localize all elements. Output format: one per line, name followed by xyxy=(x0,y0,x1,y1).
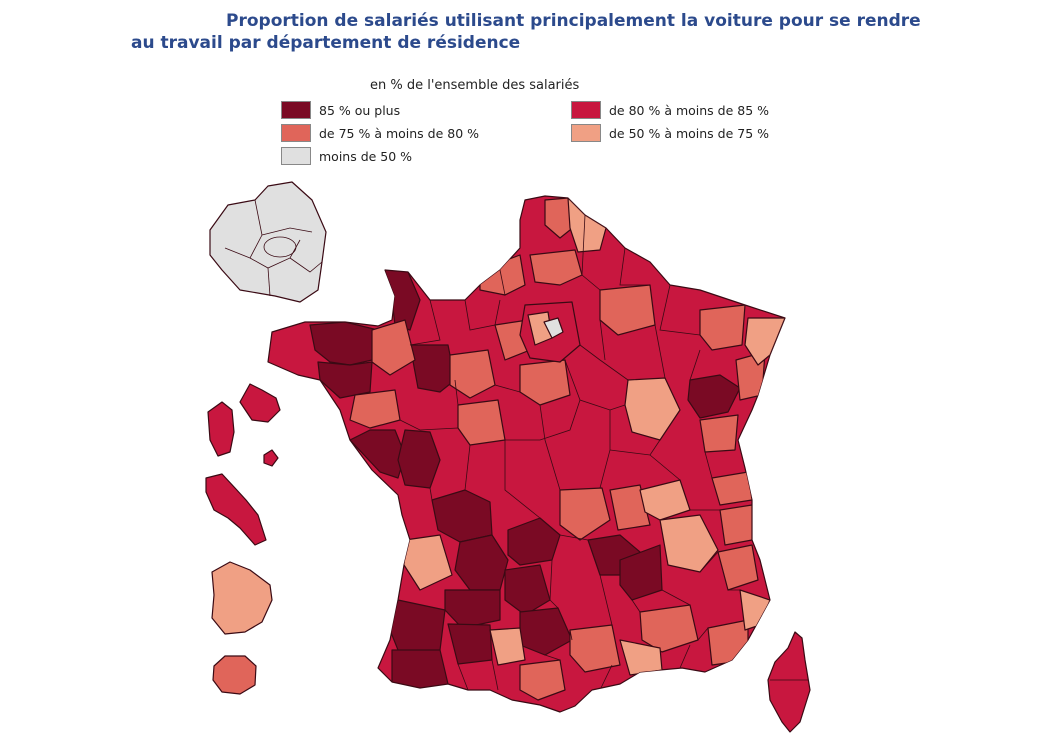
guyane xyxy=(211,561,273,635)
map-title-line-1: Proportion de salariés utilisant princip… xyxy=(226,11,921,31)
legend-label: de 80 % à moins de 85 % xyxy=(609,102,770,118)
legend-swatch xyxy=(571,101,601,119)
legend-label: moins de 50 % xyxy=(319,148,413,164)
legend-label: de 75 % à moins de 80 % xyxy=(319,125,480,141)
legend-swatch xyxy=(281,147,311,165)
corse xyxy=(767,631,811,733)
paris-inset xyxy=(209,181,327,303)
guadeloupe xyxy=(207,383,281,467)
legend-swatch xyxy=(281,101,311,119)
legend-item-80-85: de 80 % à moins de 85 % xyxy=(571,101,769,119)
legend-item-50-75: de 50 % à moins de 75 % xyxy=(571,124,769,142)
martinique xyxy=(205,473,267,546)
map-title-line-2: au travail par département de résidence xyxy=(131,33,521,53)
legend-subtitle: en % de l'ensemble des salariés xyxy=(370,78,580,93)
legend-item-75-80: de 75 % à moins de 80 % xyxy=(281,124,479,142)
legend-item-85-plus: 85 % ou plus xyxy=(281,101,400,119)
department-borders xyxy=(399,214,740,691)
metropolitan-france xyxy=(267,195,811,733)
legend-swatch xyxy=(281,124,311,142)
legend-item-below-50: moins de 50 % xyxy=(281,147,412,165)
legend-label: de 50 % à moins de 75 % xyxy=(609,125,770,141)
legend-swatch xyxy=(571,124,601,142)
la-reunion xyxy=(212,655,257,695)
legend-label: 85 % ou plus xyxy=(319,102,401,118)
